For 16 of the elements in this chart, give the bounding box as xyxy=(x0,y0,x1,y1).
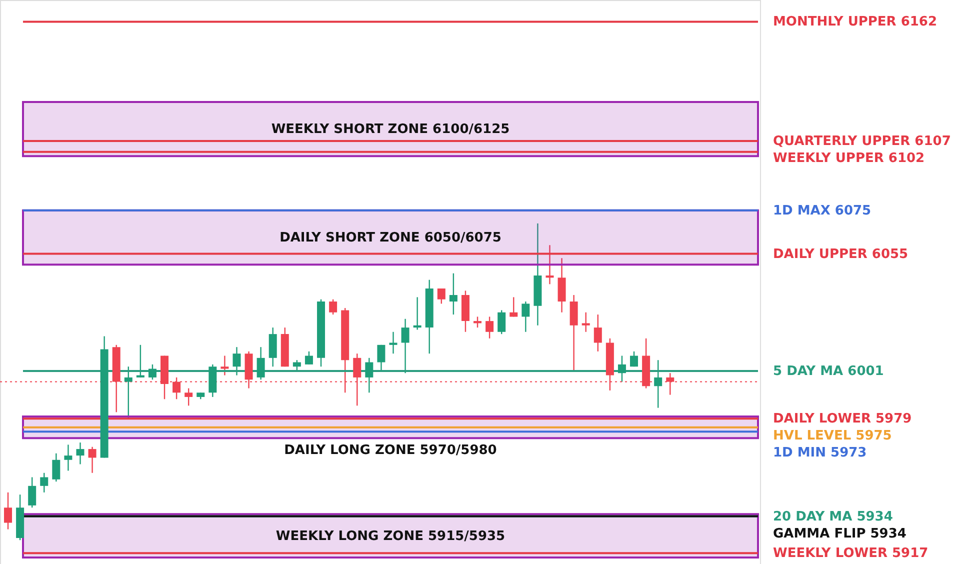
band-label: DAILY SHORT ZONE 6050/6075 xyxy=(280,230,502,246)
ref-line-label: 1D MIN 5973 xyxy=(773,446,867,461)
ref-line-label: HVL LEVEL 5975 xyxy=(773,428,892,444)
band-label: DAILY LONG ZONE 5970/5980 xyxy=(284,443,497,458)
ref-line-label: DAILY UPPER 6055 xyxy=(773,246,908,262)
ref-line-label: 20 DAY MA 5934 xyxy=(773,509,893,524)
ref-line-label: DAILY LOWER 5979 xyxy=(773,412,912,427)
ref-line-label: WEEKLY LOWER 5917 xyxy=(773,546,928,562)
ref-line-label: WEEKLY UPPER 6102 xyxy=(773,151,925,166)
ref-line-label: QUARTERLY UPPER 6107 xyxy=(773,134,951,149)
ref-line-label: 5 DAY MA 6001 xyxy=(773,364,884,379)
ref-line-label: 1D MAX 6075 xyxy=(773,203,872,218)
band-label: WEEKLY LONG ZONE 5915/5935 xyxy=(276,528,506,544)
band-label: WEEKLY SHORT ZONE 6100/6125 xyxy=(271,122,510,138)
ref-line-label: GAMMA FLIP 5934 xyxy=(773,526,906,542)
ref-line-label: MONTHLY UPPER 6162 xyxy=(773,14,938,30)
